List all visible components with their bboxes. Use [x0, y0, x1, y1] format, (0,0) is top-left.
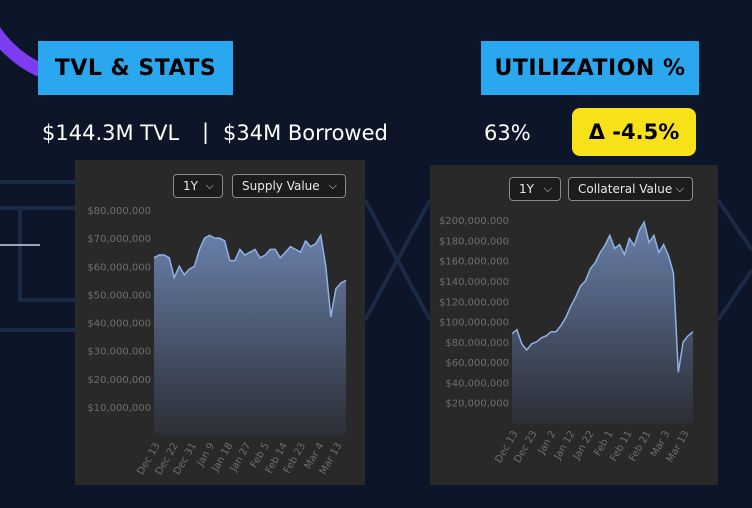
y-tick-label: $120,000,000	[439, 297, 509, 308]
y-tick-label: $50,000,000	[87, 290, 151, 301]
y-tick-label: $80,000,000	[445, 338, 509, 349]
stat-separator: |	[202, 120, 210, 144]
series-line	[153, 233, 347, 318]
series-line	[511, 220, 694, 373]
metric-select[interactable]: Supply Value ⌵	[232, 174, 346, 198]
chevron-down-icon: ⌵	[205, 179, 214, 192]
supply-value-chart: $10,000,000 $20,000,000 $30,000,000 $40,000…	[87, 206, 347, 477]
y-tick-label: $30,000,000	[87, 347, 151, 358]
y-tick-label: $100,000,000	[439, 318, 509, 329]
y-tick-label: $80,000,000	[87, 206, 151, 217]
metric-select[interactable]: Collateral Value ⌵	[568, 177, 693, 201]
y-tick-label: $160,000,000	[439, 257, 509, 268]
y-tick-label: $60,000,000	[87, 262, 151, 273]
range-select[interactable]: 1Y ⌵	[173, 174, 223, 198]
range-select[interactable]: 1Y ⌵	[509, 177, 561, 201]
utilization-delta-badge: Δ -4.5%	[572, 108, 696, 156]
y-tick-label: $180,000,000	[439, 236, 509, 247]
series-area	[512, 222, 693, 423]
range-select-label: 1Y	[183, 179, 198, 193]
metric-select-label: Collateral Value	[578, 182, 673, 196]
tvl-stat: $144.3M TVL	[42, 121, 180, 145]
collateral-value-chart: $20,000,000 $40,000,000 $60,000,000 $80,000…	[439, 216, 694, 465]
tvl-stats-tag: TVL & STATS	[38, 41, 233, 95]
y-tick-label: $20,000,000	[445, 399, 509, 410]
chevron-down-icon: ⌵	[328, 179, 337, 192]
y-tick-label: $20,000,000	[87, 375, 151, 386]
supply-value-chart-panel: $10,000,000 $20,000,000 $30,000,000 $40,000…	[75, 160, 365, 485]
utilization-value: 63%	[484, 121, 531, 145]
y-tick-label: $10,000,000	[87, 403, 151, 414]
y-tick-label: $60,000,000	[445, 358, 509, 369]
series-area	[154, 235, 346, 435]
borrowed-stat: $34M Borrowed	[223, 121, 388, 145]
chevron-down-icon: ⌵	[675, 182, 684, 195]
collateral-value-chart-panel: $20,000,000 $40,000,000 $60,000,000 $80,000…	[430, 165, 718, 485]
chevron-down-icon: ⌵	[543, 182, 552, 195]
metric-select-label: Supply Value	[242, 179, 320, 193]
range-select-label: 1Y	[519, 182, 534, 196]
y-tick-label: $40,000,000	[445, 378, 509, 389]
y-tick-label: $40,000,000	[87, 319, 151, 330]
y-tick-label: $140,000,000	[439, 277, 509, 288]
y-tick-label: $70,000,000	[87, 234, 151, 245]
utilization-tag: UTILIZATION %	[481, 41, 699, 95]
y-tick-label: $200,000,000	[439, 216, 509, 227]
